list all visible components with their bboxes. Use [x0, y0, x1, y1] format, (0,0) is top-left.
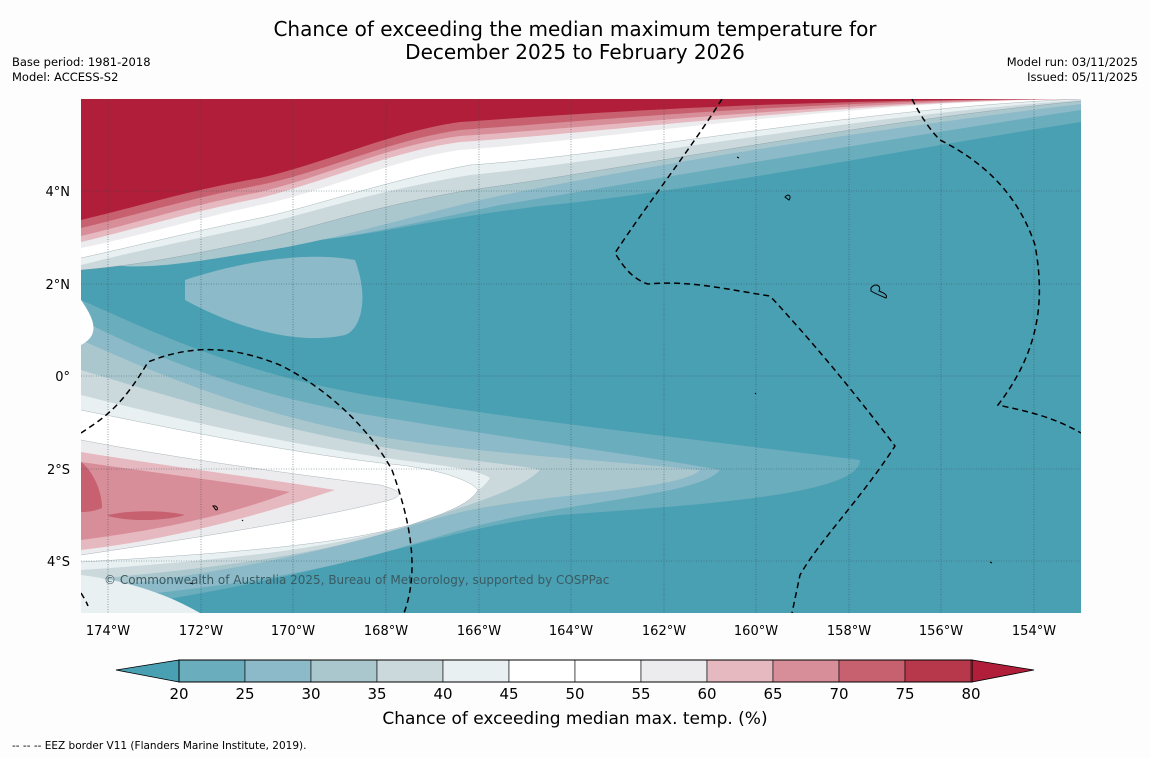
- colorbar-tick: 40: [433, 685, 452, 700]
- metadata-left: Base period: 1981-2018 Model: ACCESS-S2: [12, 55, 151, 85]
- colorbar-cell: [244, 659, 312, 683]
- title-line-2: December 2025 to February 2026: [405, 40, 745, 64]
- model-name: Model: ACCESS-S2: [12, 70, 119, 84]
- lat-label: 4°S: [47, 555, 70, 570]
- eez-footnote: -- -- -- EEZ border V11 (Flanders Marine…: [12, 740, 307, 752]
- lon-label: 168°W: [364, 624, 408, 639]
- field-south-75b: [108, 511, 185, 521]
- copyright-notice: © Commonwealth of Australia 2025, Bureau…: [104, 573, 609, 587]
- colorbar-cell: [706, 659, 774, 683]
- lon-label: 166°W: [457, 624, 501, 639]
- colorbar-cell: [838, 659, 906, 683]
- colorbar-tick: 55: [631, 685, 650, 700]
- graticule: [81, 99, 1081, 613]
- colorbar-cell: [376, 659, 444, 683]
- base-period: Base period: 1981-2018: [12, 55, 151, 69]
- lon-label: 154°W: [1012, 624, 1056, 639]
- colorbar-cell: [508, 659, 576, 683]
- field-north-30-lobe: [185, 256, 363, 339]
- lon-label: 170°W: [271, 624, 315, 639]
- field-west-50: [81, 300, 94, 345]
- issued-date: Issued: 05/11/2025: [1027, 70, 1138, 84]
- islands: [189, 156, 993, 585]
- lon-label: 156°W: [919, 624, 963, 639]
- colorbar-cell: [640, 659, 708, 683]
- colorbar-cell: [574, 659, 642, 683]
- longitude-labels: 174°W 172°W 170°W 168°W 166°W 164°W 162°…: [86, 624, 1056, 639]
- colorbar-tick: 45: [499, 685, 518, 700]
- metadata-right: Model run: 03/11/2025 Issued: 05/11/2025: [1007, 55, 1138, 85]
- colorbar-cell: [904, 659, 972, 683]
- field-south-75: [81, 462, 102, 512]
- colorbar-extend-high: [971, 659, 1035, 683]
- map-title: Chance of exceeding the median maximum t…: [0, 18, 1150, 64]
- lon-label: 162°W: [642, 624, 686, 639]
- colorbar-tick: 25: [235, 685, 254, 700]
- lat-label: 2°S: [47, 463, 70, 478]
- colorbar-label: Chance of exceeding median max. temp. (%…: [382, 709, 768, 729]
- field-south-70: [81, 462, 290, 540]
- colorbar-frame: [178, 659, 973, 683]
- title-line-1: Chance of exceeding the median maximum t…: [273, 17, 877, 41]
- colorbar-tick: 80: [961, 685, 980, 700]
- contour-lines: [81, 99, 1081, 563]
- lon-label: 172°W: [179, 624, 223, 639]
- colorbar: 20 25 30 35 40 45 50 55 60 65 70 75 80: [115, 659, 1035, 700]
- colorbar-cell: [772, 659, 840, 683]
- colorbar-tick: 50: [565, 685, 584, 700]
- lat-label: 2°N: [46, 278, 71, 293]
- colorbar-tick: 30: [301, 685, 320, 700]
- lon-label: 160°W: [734, 624, 778, 639]
- lon-label: 174°W: [86, 624, 130, 639]
- lat-label: 0°: [55, 370, 70, 385]
- field-corner-45: [81, 575, 200, 613]
- colorbar-cell: [442, 659, 510, 683]
- colorbar-tick: 70: [829, 685, 848, 700]
- latitude-labels: 4°N 2°N 0° 2°S 4°S: [46, 185, 71, 570]
- lon-label: 158°W: [827, 624, 871, 639]
- colorbar-cell: [178, 659, 246, 683]
- colorbar-extend-low: [115, 659, 180, 683]
- colorbar-tick: 20: [169, 685, 188, 700]
- field-north-80: [81, 99, 1081, 220]
- colorbar-tick: 65: [763, 685, 782, 700]
- colorbar-tick: 75: [895, 685, 914, 700]
- colorbar-tick: 35: [367, 685, 386, 700]
- colorbar-ticks: 20 25 30 35 40 45 50 55 60 65 70 75 80: [169, 685, 980, 700]
- colorbar-cell: [310, 659, 378, 683]
- eez-borders: [81, 99, 1081, 613]
- forecast-map: 174°W 172°W 170°W 168°W 166°W 164°W 162°…: [46, 99, 1081, 700]
- map-field: [81, 99, 1081, 613]
- model-run: Model run: 03/11/2025: [1006, 55, 1138, 69]
- colorbar-tick: 60: [697, 685, 716, 700]
- lon-label: 164°W: [549, 624, 593, 639]
- lat-label: 4°N: [46, 185, 71, 200]
